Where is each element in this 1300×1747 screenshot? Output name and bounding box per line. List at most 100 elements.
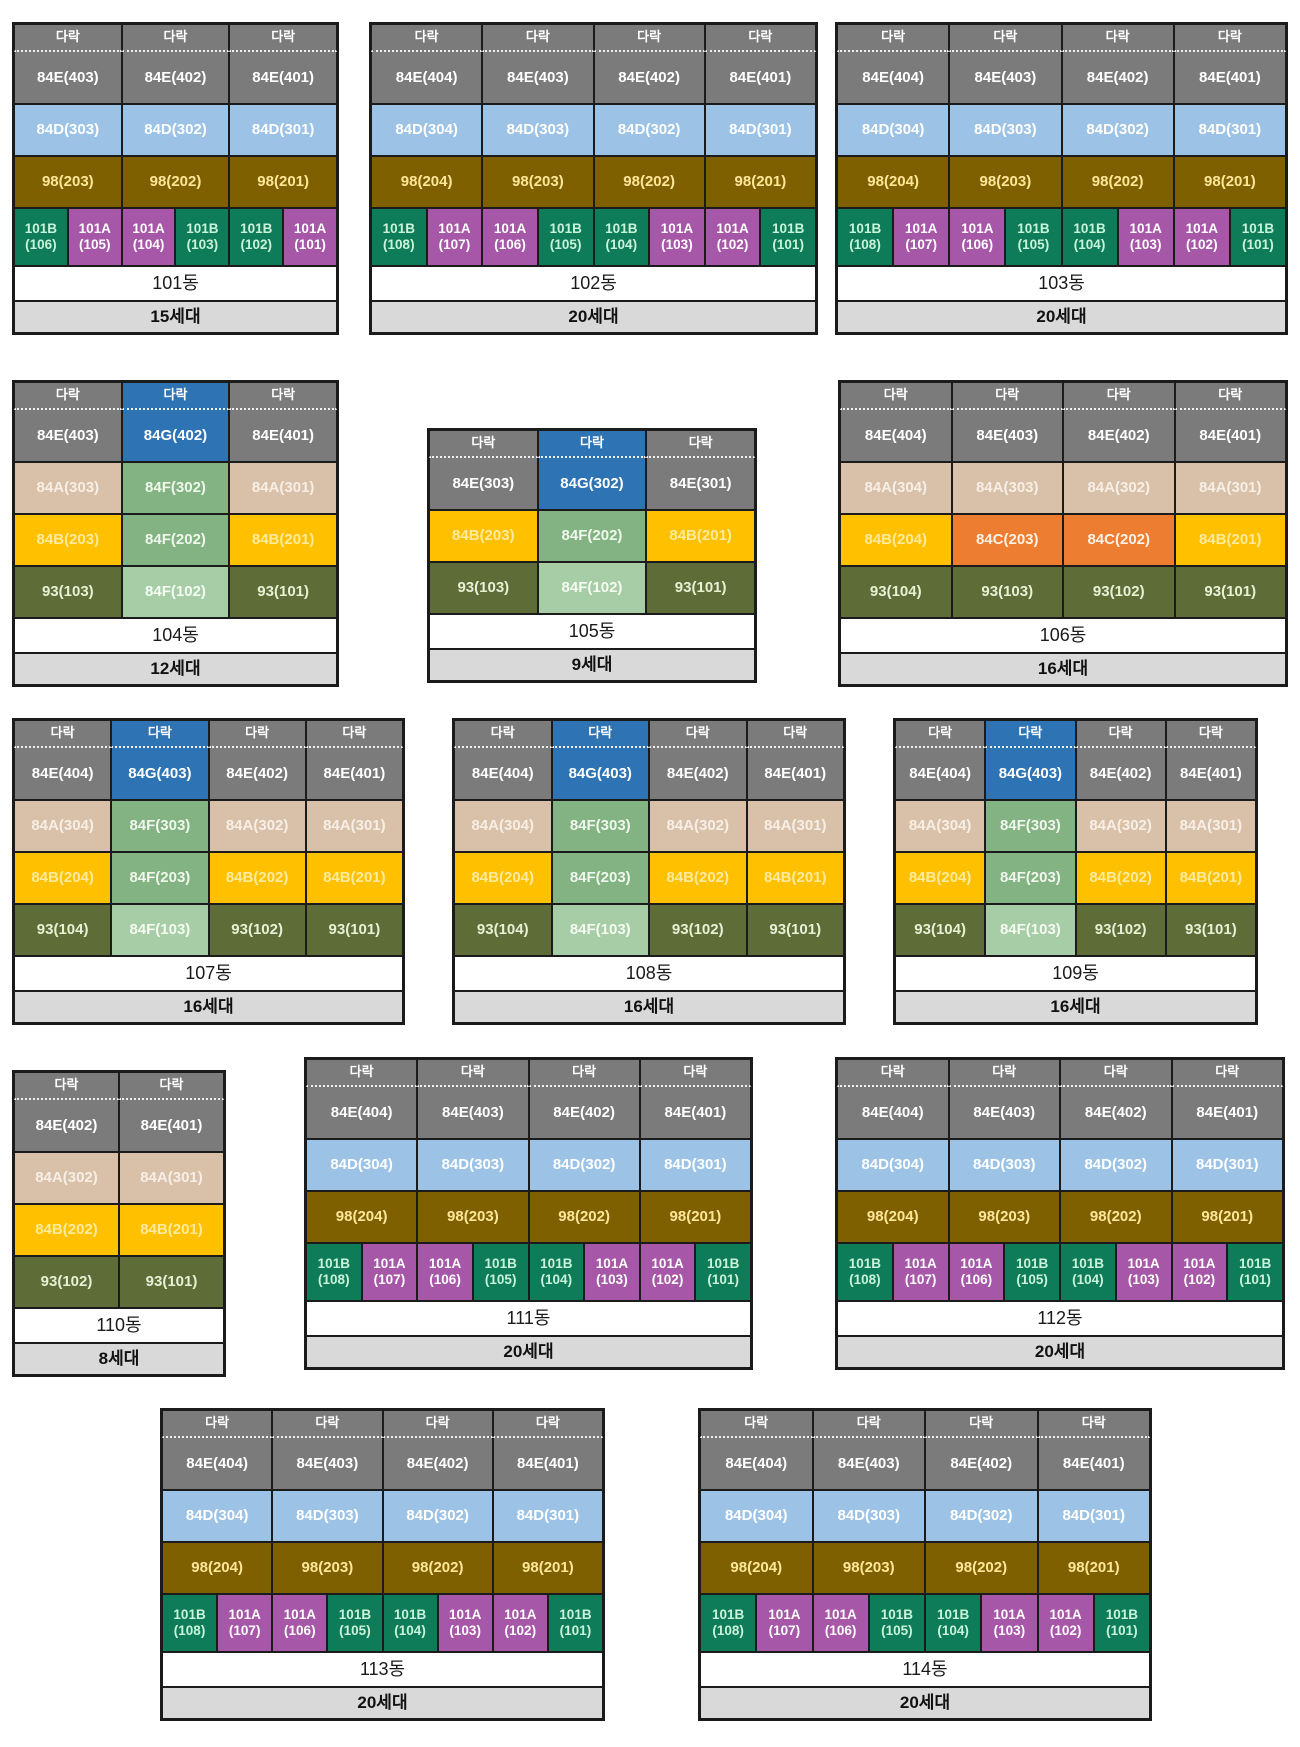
unit-cell-112-101A102-label: 101A [1183,1256,1216,1272]
unit-cell-110-84A302-label: 84A(302) [35,1169,98,1187]
unit-cell-103-101A107-label: 101A [905,221,938,237]
unit-cell-114-101A106-label: 101A [824,1607,857,1623]
unit-cell-109-84F203-label: 84F(203) [999,869,1061,887]
unit-cell-113-98204-label: 98(204) [191,1559,243,1577]
unit-cell-103-84D303-label: 84D(303) [974,121,1037,139]
unit-cell-113-101B104-label: (104) [394,1623,426,1638]
unit-cell-112-84E402-label: 84E(402) [1084,1103,1147,1121]
unit-cell-103-101B104: 101B (104) [1061,208,1118,266]
unit-cell-101-101A101-label: (101) [294,237,326,252]
unit-cell-112-98204: 98(204) [837,1191,949,1243]
unit-cell-111-101B104-label: (104) [540,1272,573,1287]
unit-cell-114-101B108: 101B (108) [700,1594,757,1652]
household-count-107: 16세대 [14,991,403,1023]
household-count-102-label: 20세대 [568,307,619,327]
attic-cell-106-0-label: 다락 [883,387,908,403]
attic-cell-112-1: 다락 [948,1059,1060,1087]
unit-cell-113-84D303-label: 84D(303) [296,1507,359,1525]
unit-cell-113-101B104-label: 101B [393,1607,427,1623]
unit-cell-103-101A103: 101A (103) [1117,208,1174,266]
household-count-108: 16세대 [454,991,844,1023]
unit-cell-105-84B201: 84B(201) [646,510,755,562]
unit-cell-102-98204-label: 98(204) [400,173,453,191]
unit-cell-114-98201: 98(201) [1037,1542,1150,1594]
unit-cell-107-93102: 93(102) [208,904,306,956]
unit-cell-101-101A105-label: 101A [78,221,111,237]
unit-cell-109-93102-label: 93(102) [1094,921,1147,939]
unit-cell-106-93101-label: 93(101) [1204,583,1257,601]
unit-cell-111-101A102-label: (102) [651,1272,684,1287]
building-name-101: 101동 [14,266,337,301]
building-name-111: 111동 [306,1301,751,1336]
attic-cell-113-1: 다락 [272,1410,383,1438]
attic-cell-114-1-label: 다락 [856,1415,881,1431]
unit-cell-103-84D301: 84D(301) [1173,104,1286,156]
unit-cell-106-93104: 93(104) [840,566,952,618]
unit-cell-103-84E403-label: 84E(403) [974,68,1037,86]
unit-cell-111-101B104-label: 101B [540,1256,573,1272]
unit-cell-114-84E403: 84E(403) [812,1438,925,1490]
unit-cell-109-84G403-label: 84G(403) [998,764,1063,782]
unit-cell-111-101A106-label: (106) [429,1272,461,1287]
attic-cell-106-0: 다락 [840,382,952,410]
unit-cell-105-93103-label: 93(103) [457,579,510,597]
unit-cell-108-84E402-label: 84E(402) [666,764,729,782]
attic-cell-109-2: 다락 [1075,720,1166,748]
unit-cell-111-84E401-label: 84E(401) [664,1103,727,1121]
unit-cell-106-84E404: 84E(404) [840,410,952,462]
attic-cell-103-3-label: 다락 [1217,29,1242,45]
attic-cell-104-2: 다락 [229,382,337,410]
unit-cell-110-84A302: 84A(302) [14,1152,119,1204]
attic-cell-108-0: 다락 [454,720,552,748]
unit-cell-107-93102-label: 93(102) [231,921,283,939]
building-107: 다락 다락 다락 다락 84E(404) 84G(403) 84E(402) 84E(401)… [12,718,405,1025]
unit-cell-111-84E403-label: 84E(403) [442,1103,504,1121]
unit-cell-113-101B108-label: 101B [173,1607,206,1623]
unit-cell-108-84F103: 84F(103) [551,904,649,956]
attic-cell-103-1-label: 다락 [993,29,1018,45]
household-count-105-label: 9세대 [571,655,613,675]
attic-cell-103-1: 다락 [949,24,1062,52]
unit-cell-102-101A107: 101A (107) [426,208,483,266]
unit-cell-101-84D302-label: 84D(302) [144,121,207,139]
unit-cell-106-84B201: 84B(201) [1174,514,1286,566]
unit-cell-113-84E403: 84E(403) [272,1438,383,1490]
unit-cell-111-84D303-label: 84D(303) [441,1156,505,1174]
unit-cell-107-84B204-label: 84B(204) [31,869,94,887]
unit-cell-114-84D301-label: 84D(301) [1062,1507,1126,1525]
unit-cell-101-84D303-label: 84D(303) [36,121,100,139]
unit-cell-111-101B105: 101B (105) [472,1243,529,1301]
building-name-105: 105동 [429,614,755,649]
unit-cell-102-84E404-label: 84E(404) [395,68,458,86]
unit-cell-113-101A102-label: (102) [504,1623,537,1638]
unit-cell-109-93102: 93(102) [1075,904,1166,956]
unit-cell-112-98202-label: 98(202) [1089,1208,1142,1226]
household-count-111-label: 20세대 [503,1342,554,1362]
unit-cell-102-98204: 98(204) [371,156,483,208]
unit-cell-111-84E403: 84E(403) [417,1087,529,1139]
attic-cell-102-2: 다락 [593,24,705,52]
unit-cell-110-84E401: 84E(401) [119,1100,224,1152]
attic-cell-111-3-label: 다락 [683,1064,708,1080]
attic-cell-113-0: 다락 [162,1410,273,1438]
unit-cell-114-84E403-label: 84E(403) [837,1454,900,1472]
unit-cell-103-98203-label: 98(203) [979,173,1032,191]
household-count-110: 8세대 [14,1343,224,1375]
unit-cell-111-101A107-label: (107) [373,1272,406,1287]
building-name-114: 114동 [700,1652,1150,1687]
unit-cell-103-101A106-label: 101A [961,221,994,237]
unit-cell-107-84B204: 84B(204) [14,852,112,904]
unit-cell-111-101A106-label: 101A [428,1256,462,1272]
attic-cell-107-2: 다락 [208,720,306,748]
unit-cell-102-101B104-label: 101B [605,221,638,237]
unit-cell-104-84B203: 84B(203) [14,514,122,566]
unit-cell-105-93101: 93(101) [646,562,755,614]
unit-cell-113-101A106-label: (106) [284,1623,316,1638]
unit-cell-101-84E403-label: 84E(403) [36,68,99,86]
attic-cell-109-3: 다락 [1165,720,1256,748]
unit-cell-106-84E402: 84E(402) [1063,410,1175,462]
unit-cell-106-84A301: 84A(301) [1174,462,1286,514]
unit-cell-107-84G403-label: 84G(403) [128,764,192,782]
unit-cell-107-84E404: 84E(404) [14,748,112,800]
unit-cell-104-93103-label: 93(103) [41,583,94,601]
